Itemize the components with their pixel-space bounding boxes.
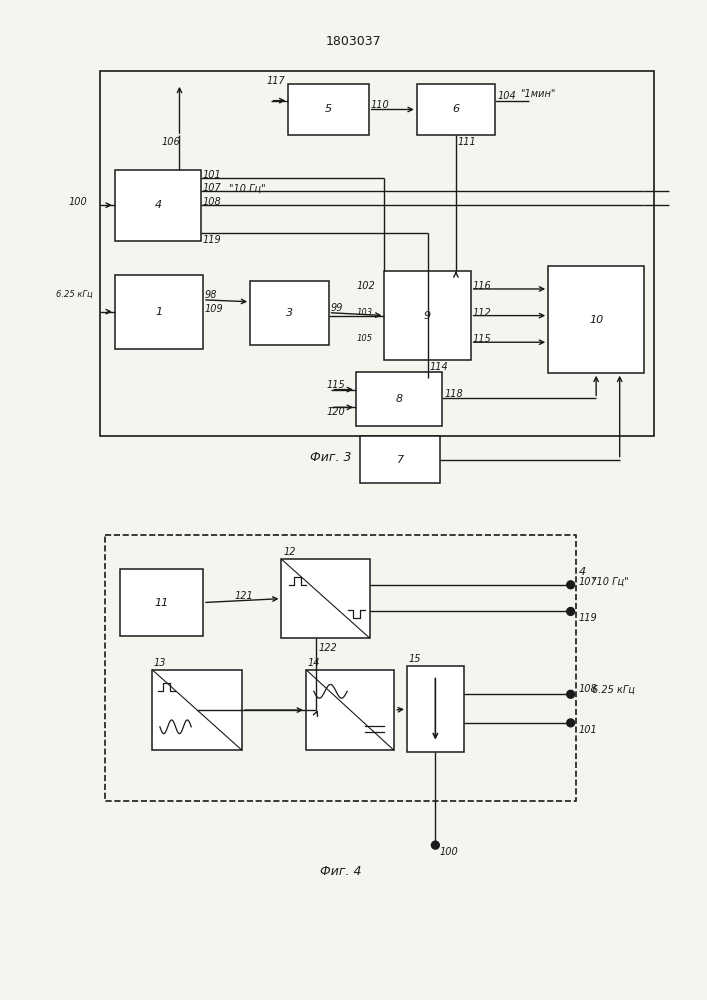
Text: 109: 109 (205, 304, 223, 314)
Text: 119: 119 (203, 235, 222, 245)
Text: 108: 108 (203, 197, 222, 207)
Text: 6.25 кГц: 6.25 кГц (56, 290, 93, 299)
Text: 99: 99 (330, 303, 343, 313)
Text: 111: 111 (458, 137, 477, 147)
Text: 98: 98 (205, 290, 218, 300)
Text: 4: 4 (154, 200, 161, 210)
Bar (250, 281, 329, 345)
Bar (100, 71, 654, 436)
Bar (385, 271, 471, 360)
Bar (281, 559, 370, 638)
Text: 119: 119 (578, 613, 597, 623)
Circle shape (567, 690, 575, 698)
Text: "10 Гц": "10 Гц" (592, 577, 629, 587)
Text: 8: 8 (395, 394, 403, 404)
Text: 14: 14 (308, 658, 320, 668)
Text: 10: 10 (589, 315, 603, 325)
Text: 102: 102 (357, 281, 375, 291)
Text: 6: 6 (452, 104, 460, 114)
Text: Фиг. 4: Фиг. 4 (320, 865, 361, 878)
Bar (119, 569, 203, 636)
Bar (407, 666, 464, 752)
Bar (416, 84, 495, 135)
Text: 12: 12 (284, 547, 296, 557)
Text: 105: 105 (357, 334, 373, 343)
Text: 112: 112 (472, 308, 491, 318)
Text: 120: 120 (327, 407, 345, 417)
Text: 101: 101 (578, 725, 597, 735)
Bar (306, 670, 395, 750)
Bar (548, 266, 644, 373)
Circle shape (567, 607, 575, 615)
Circle shape (567, 581, 575, 589)
Bar (115, 275, 203, 349)
Bar (105, 535, 575, 801)
Bar (360, 436, 440, 483)
Text: 4: 4 (578, 567, 585, 577)
Text: 116: 116 (472, 281, 491, 291)
Text: 13: 13 (154, 658, 166, 668)
Text: 6.25 кГц: 6.25 кГц (592, 684, 635, 694)
Text: 107: 107 (203, 183, 222, 193)
Text: 110: 110 (370, 100, 390, 110)
Text: 5: 5 (325, 104, 332, 114)
Text: 1: 1 (156, 307, 163, 317)
Text: 3: 3 (286, 308, 293, 318)
Bar (356, 372, 442, 426)
Text: 103: 103 (357, 308, 373, 317)
Text: Фиг. 3: Фиг. 3 (310, 451, 351, 464)
Text: 115: 115 (472, 334, 491, 344)
Text: 11: 11 (154, 598, 168, 608)
Text: 117: 117 (267, 76, 286, 86)
Bar (152, 670, 243, 750)
Bar (115, 170, 201, 241)
Text: 107: 107 (578, 577, 597, 587)
Text: 15: 15 (409, 654, 421, 664)
Text: 7: 7 (397, 455, 404, 465)
Text: 115: 115 (327, 380, 345, 390)
Text: 1803037: 1803037 (325, 35, 381, 48)
Text: 100: 100 (439, 847, 458, 857)
Text: 104: 104 (497, 91, 516, 101)
Text: 121: 121 (235, 591, 253, 601)
Text: 122: 122 (319, 643, 337, 653)
Bar (288, 84, 368, 135)
Text: 100: 100 (69, 197, 88, 207)
Text: 9: 9 (424, 311, 431, 321)
Text: 114: 114 (429, 362, 448, 372)
Text: 108: 108 (578, 684, 597, 694)
Circle shape (431, 841, 439, 849)
Text: 118: 118 (444, 389, 463, 399)
Text: "1мин": "1мин" (520, 89, 555, 99)
Text: "10 Гц": "10 Гц" (228, 183, 265, 193)
Text: 106: 106 (162, 137, 180, 147)
Text: 101: 101 (203, 170, 222, 180)
Circle shape (567, 719, 575, 727)
